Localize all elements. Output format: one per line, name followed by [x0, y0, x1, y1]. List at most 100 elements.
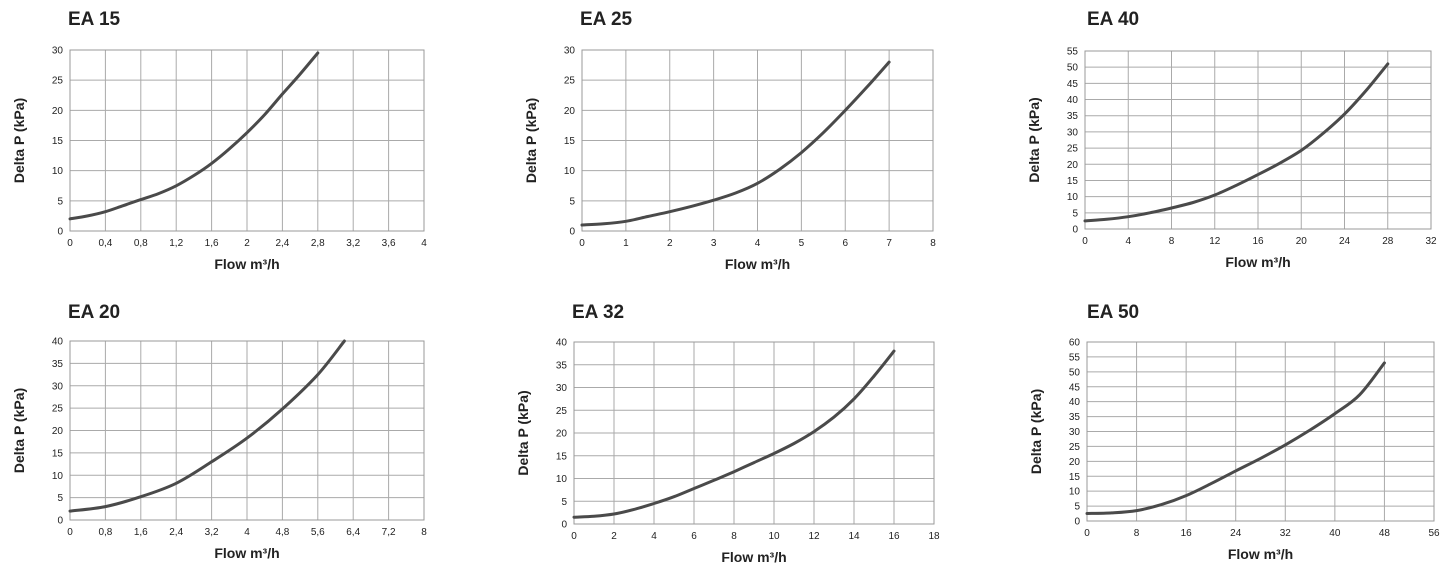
x-tick-label: 8: [930, 238, 936, 249]
y-tick-label: 10: [556, 474, 568, 485]
x-tick-label: 16: [888, 531, 900, 542]
x-tick-label: 8: [731, 531, 737, 542]
x-tick-label: 4: [421, 238, 427, 249]
x-tick-label: 0,4: [98, 238, 112, 249]
y-tick-label: 0: [57, 516, 63, 527]
x-tick-label: 0: [1084, 528, 1090, 539]
x-tick-label: 48: [1379, 528, 1391, 539]
x-axis-label: Flow m³/h: [1228, 546, 1293, 562]
x-tick-label: 8: [1134, 528, 1140, 539]
plot-frame: [581, 49, 934, 232]
x-tick-label: 40: [1329, 528, 1341, 539]
x-tick-label: 6: [691, 531, 697, 542]
x-tick-label: 2,4: [169, 527, 183, 538]
chart-5: EA 50 0 8 16 24 32 40 48 56 0 5 10 15 20 25 30 35 40 45 50 5…: [1028, 302, 1440, 562]
x-tick-label: 4,8: [275, 527, 289, 538]
x-tick-label: 12: [808, 531, 820, 542]
chart-3: EA 20 0 0,8 1,6 2,4 3,2 4 4,8 5,6 6,4 7,2 8 0 5 10 15 20…: [11, 302, 427, 561]
chart-title: EA 15: [68, 9, 121, 30]
plot-frame: [69, 340, 425, 521]
plot-frame: [573, 341, 935, 525]
y-tick-label: 30: [1069, 427, 1081, 438]
series-line: [572, 349, 896, 519]
x-tick-label: 8: [1169, 236, 1175, 247]
y-axis-label: Delta P (kPa): [1026, 97, 1042, 182]
y-tick-label: 35: [1069, 412, 1081, 423]
x-tick-label: 5: [799, 238, 805, 249]
chart-2: EA 40 0 4 8 12 16 20 24 28 32 0 5 10 15 20 25 30 35 40 45 50…: [1026, 9, 1437, 270]
y-tick-label: 15: [1067, 176, 1079, 187]
x-tick-label: 12: [1209, 236, 1221, 247]
x-tick-label: 2,4: [275, 238, 289, 249]
x-tick-label: 16: [1252, 236, 1264, 247]
x-tick-label: 0,8: [98, 527, 112, 538]
y-tick-label: 15: [52, 136, 64, 147]
series-line: [68, 51, 320, 221]
y-tick-label: 15: [556, 451, 568, 462]
x-tick-label: 14: [848, 531, 860, 542]
y-tick-label: 5: [561, 497, 567, 508]
y-tick-label: 5: [57, 196, 63, 207]
series-line: [68, 339, 346, 513]
y-tick-label: 40: [1069, 397, 1081, 408]
y-axis-label: Delta P (kPa): [11, 388, 27, 473]
y-tick-label: 55: [1069, 352, 1081, 363]
chart-0: EA 15 0 0,4 0,8 1,2 1,6 2 2,4 2,8 3,2 3,6 4 0 5 10 15 20…: [11, 9, 427, 272]
x-tick-label: 1,6: [205, 238, 219, 249]
y-tick-label: 15: [52, 448, 64, 459]
y-tick-label: 10: [564, 166, 576, 177]
x-axis-label: Flow m³/h: [721, 549, 786, 565]
y-tick-label: 40: [1067, 95, 1079, 106]
chart-title: EA 50: [1087, 302, 1139, 323]
y-tick-label: 10: [1067, 192, 1079, 203]
x-tick-label: 4: [244, 527, 250, 538]
series-line: [580, 60, 891, 227]
x-axis-label: Flow m³/h: [725, 256, 790, 272]
series-line: [1083, 62, 1390, 223]
x-tick-label: 7: [886, 238, 892, 249]
chart-4: EA 32 0 2 4 6 8 10 12 14 16 18 0 5 10 15 20 25 30 35 40 Flow…: [515, 302, 940, 565]
y-tick-label: 25: [564, 76, 576, 87]
y-tick-label: 20: [52, 106, 64, 117]
y-tick-label: 20: [52, 426, 64, 437]
x-tick-label: 7,2: [382, 527, 396, 538]
y-tick-label: 35: [556, 360, 568, 371]
y-tick-label: 5: [569, 196, 575, 207]
y-tick-label: 0: [57, 227, 63, 238]
chart-title: EA 40: [1087, 9, 1139, 30]
x-tick-label: 2,8: [311, 238, 325, 249]
y-tick-label: 10: [52, 471, 64, 482]
y-axis-label: Delta P (kPa): [11, 98, 27, 183]
y-axis-label: Delta P (kPa): [515, 390, 531, 475]
x-tick-label: 1,2: [169, 238, 183, 249]
y-tick-label: 25: [1069, 442, 1081, 453]
y-tick-label: 25: [52, 76, 64, 87]
chart-title: EA 32: [572, 302, 624, 323]
x-tick-label: 2: [611, 531, 617, 542]
x-tick-label: 16: [1181, 528, 1193, 539]
y-tick-label: 55: [1067, 47, 1079, 58]
y-tick-label: 60: [1069, 338, 1081, 349]
y-tick-label: 50: [1069, 367, 1081, 378]
y-tick-label: 15: [1069, 472, 1081, 483]
x-tick-label: 3,6: [382, 238, 396, 249]
y-tick-label: 30: [556, 383, 568, 394]
y-tick-label: 20: [1069, 457, 1081, 468]
x-axis-label: Flow m³/h: [1225, 254, 1290, 270]
x-tick-label: 10: [768, 531, 780, 542]
x-axis-label: Flow m³/h: [214, 545, 279, 561]
x-tick-label: 0: [579, 238, 585, 249]
chart-1: EA 25 0 1 2 3 4 5 6 7 8 0 5 10 15 20 25 30 Flow m³/h Delta…: [523, 9, 936, 272]
y-tick-label: 30: [1067, 127, 1079, 138]
y-tick-label: 40: [52, 337, 64, 348]
y-tick-label: 30: [52, 46, 64, 57]
x-tick-label: 0: [571, 531, 577, 542]
x-tick-label: 1,6: [134, 527, 148, 538]
y-axis-label: Delta P (kPa): [1028, 389, 1044, 474]
x-tick-label: 3,2: [346, 238, 360, 249]
x-tick-label: 3: [711, 238, 717, 249]
chart-title: EA 20: [68, 302, 120, 323]
x-tick-label: 32: [1280, 528, 1292, 539]
plot-frame: [69, 49, 425, 232]
